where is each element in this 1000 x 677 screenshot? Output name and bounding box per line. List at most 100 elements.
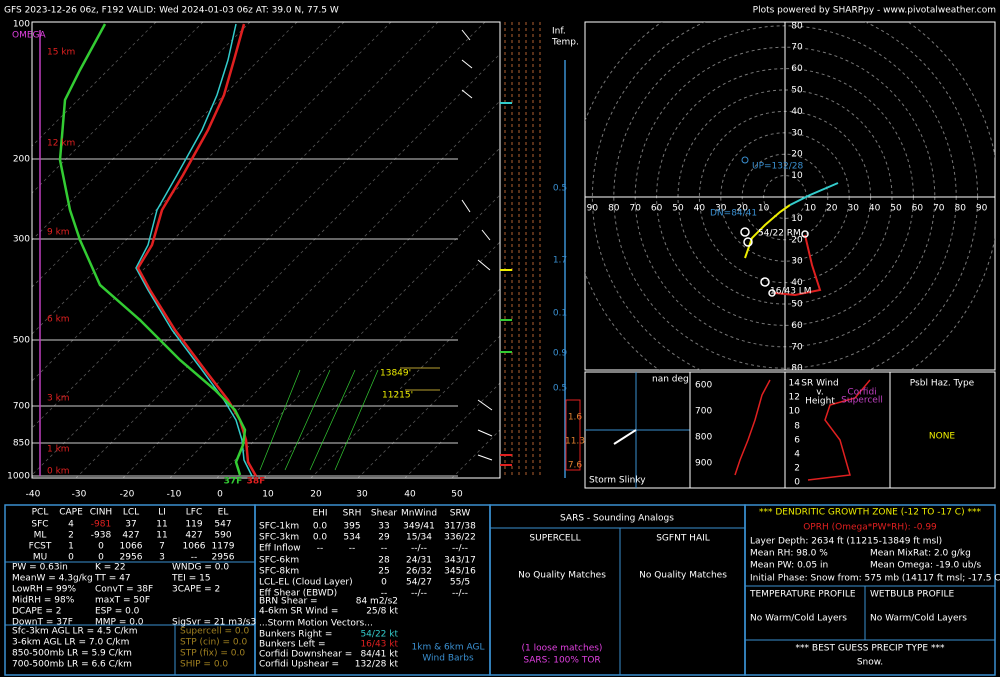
inferred-value: 1.6 [568, 413, 583, 423]
cell: 0 [98, 542, 104, 552]
cell: -- [349, 544, 356, 554]
cell: 395 [343, 522, 360, 532]
omega-value: 0.9 [553, 349, 568, 359]
ring-label: 30 [791, 257, 803, 267]
lapse-rate: 700-500mb LR = 6.6 C/km [12, 660, 132, 670]
sars-result: No Quality Matches [518, 571, 606, 581]
isotherm [32, 22, 251, 241]
cell: ML [34, 531, 47, 541]
ring-label: 10 [791, 214, 803, 224]
cell: SFC-3km [259, 533, 299, 543]
cell: 7 [159, 542, 165, 552]
cell: --/-- [411, 544, 427, 554]
cell: 119 [185, 520, 202, 530]
cell: SFC-1km [259, 522, 299, 532]
dewpoint-profile [58, 23, 247, 476]
sars-title: SARS - Sounding Analogs [560, 514, 674, 524]
isotherm [122, 100, 500, 478]
temp-tick: 10 [262, 490, 274, 500]
height-tick: 1 km [47, 445, 70, 455]
column-header: MnWind [401, 509, 437, 519]
lapse-rate: Sfc-3km AGL LR = 4.5 C/km [12, 627, 138, 637]
cell: 317/38 [444, 522, 476, 532]
slinky-direction: nan deg [652, 375, 689, 385]
wetbulb-profile [135, 23, 253, 477]
profile-title: WETBULB PROFILE [870, 590, 955, 600]
ring-label: 20 [791, 235, 803, 245]
temperature-profile [136, 23, 258, 477]
cell: 28 [378, 556, 390, 566]
ring-label: 40 [791, 278, 803, 288]
cell: FCST [29, 542, 52, 552]
param: Bunkers Left = [259, 640, 326, 650]
cell: 0 [98, 553, 104, 563]
isotherm [216, 194, 500, 478]
isotherm [32, 22, 345, 335]
height-tick: 6 [794, 436, 800, 446]
cell: Eff Inflow [259, 544, 301, 554]
credit: Plots powered by SHARPpy - www.pivotalwe… [753, 6, 996, 16]
srwind-legend: Corfidi [847, 388, 876, 398]
ring-label: 20 [826, 204, 838, 214]
cell: 336/22 [444, 533, 476, 543]
isotherm [75, 53, 500, 478]
param: Corfidi Upshear = [259, 660, 339, 670]
inferred-value: 11.3 [565, 437, 585, 447]
isotherm [169, 147, 500, 478]
param: Mean PW: 0.05 in [750, 561, 828, 571]
cell: 1 [68, 542, 74, 552]
isotherms [32, 22, 500, 478]
lapse-rate: 3-6km AGL LR = 7.0 C/km [12, 638, 129, 648]
pressure-tick: 1000 [7, 472, 30, 482]
cell: -- [381, 544, 388, 554]
isobars [32, 158, 458, 477]
pressure-tick: 200 [13, 155, 30, 165]
column-header: LCL [123, 508, 139, 518]
pressure-tick: 300 [13, 235, 30, 245]
param: Initial Phase: Snow from: 575 mb (14117 … [750, 574, 1000, 584]
index: Supercell = 0.0 [180, 627, 250, 637]
ring-label: 20 [736, 204, 748, 214]
omega-value: 1.7 [553, 256, 567, 266]
omega-value: 0.1 [553, 309, 567, 319]
dgz-bottom: 11215' [382, 391, 413, 401]
temp-tick: 40 [404, 490, 416, 500]
pressure-tick: 800 [695, 433, 712, 443]
height-tick: 0 km [47, 467, 70, 477]
cell: 1066 [120, 542, 143, 552]
column-header: SRH [343, 509, 362, 519]
omega-label: OMEGA [12, 31, 47, 41]
index: STP (fix) = 0.0 [180, 649, 245, 659]
cell: 345/16 [444, 567, 476, 577]
sars-header: SGFNT HAIL [656, 534, 710, 544]
value: 84 m2/s2 [356, 597, 398, 607]
hazard-title: Psbl Haz. Type [910, 379, 975, 389]
cell: SFC [31, 520, 48, 530]
cell: --/-- [411, 589, 427, 599]
cell: 0 [381, 578, 387, 588]
temp-tick: -10 [167, 490, 182, 500]
sfc-dewpoint: 37F [224, 477, 243, 487]
sfc-temp: 38F [247, 477, 266, 487]
precip-title: *** BEST GUESS PRECIP TYPE *** [796, 644, 945, 654]
srwind-title: v. [816, 388, 824, 398]
height-tick: 4 [794, 450, 800, 460]
param: TEI = 15 [171, 574, 211, 584]
param: Bunkers Right = [259, 630, 332, 640]
ring-label: 50 [791, 300, 803, 310]
height-tick: 15 km [47, 48, 75, 58]
column-header: Shear [371, 509, 397, 519]
cell: 427 [122, 531, 139, 541]
sars-header: SUPERCELL [529, 534, 580, 544]
param: Mean Omega: -19.0 ub/s [870, 561, 981, 571]
profile-title: TEMPERATURE PROFILE [749, 590, 856, 600]
motion-title: ...Storm Motion Vectors... [259, 619, 373, 629]
ring-label: 80 [608, 204, 620, 214]
oprh: OPRH (Omega*PW*RH): -0.99 [803, 523, 937, 533]
cell: 26/32 [406, 567, 432, 577]
cell: 2956 [212, 553, 235, 563]
sars-loose: (1 loose matches) [522, 644, 603, 654]
srwind-title: SR Wind [801, 379, 838, 389]
value: 25/8 kt [366, 607, 398, 617]
